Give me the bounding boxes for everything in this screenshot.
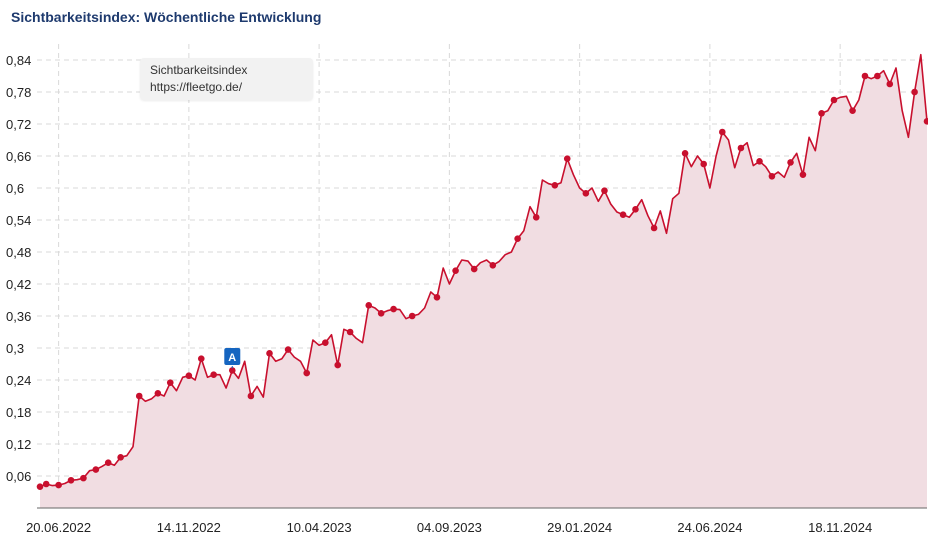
data-point: [818, 110, 825, 117]
y-tick-label: 0,6: [6, 181, 24, 196]
y-tick-label: 0,48: [6, 245, 31, 260]
data-point: [874, 72, 881, 80]
points-layer: [36, 72, 928, 490]
data-point: [346, 328, 354, 336]
data-point: [135, 392, 143, 400]
y-tick-label: 0,66: [6, 149, 31, 164]
data-point: [42, 480, 50, 488]
data-point: [210, 371, 217, 378]
annotation-label: A: [228, 352, 236, 364]
data-point: [185, 372, 193, 380]
data-point: [911, 88, 918, 96]
data-point: [197, 355, 205, 362]
data-point: [619, 211, 627, 218]
data-point: [377, 310, 385, 317]
x-tick-labels: 20.06.2022 14.11.2022 10.04.2023 04.09.2023…: [26, 520, 872, 535]
data-point: [861, 72, 869, 80]
data-point: [719, 128, 726, 136]
data-point: [408, 312, 416, 320]
data-point: [166, 379, 174, 386]
y-tick-label: 0,06: [6, 469, 31, 484]
data-point: [650, 224, 658, 232]
y-tick-label: 0,54: [6, 213, 31, 228]
y-tick-labels: 0,06 0,12 0,18 0,24 0,3 0,36 0,42 0,48 0,54 0,6 0,…: [6, 53, 31, 484]
data-point: [154, 390, 162, 397]
x-tick-label: 04.09.2023: [417, 520, 482, 535]
y-tick-label: 0,84: [6, 53, 31, 68]
y-tick-label: 0,42: [6, 277, 31, 292]
y-tick-label: 0,24: [6, 373, 31, 388]
data-point: [67, 476, 75, 484]
data-point: [489, 262, 497, 269]
data-point: [923, 118, 928, 125]
data-point: [433, 294, 441, 301]
data-point: [303, 369, 311, 377]
tooltip-domain: https://fleetgo.de/: [150, 80, 243, 94]
x-tick-label: 29.01.2024: [547, 520, 612, 535]
data-point: [886, 80, 894, 88]
y-tick-label: 0,12: [6, 437, 31, 452]
data-point: [700, 160, 707, 168]
chart-title: Sichtbarkeitsindex: Wöchentliche Entwick…: [11, 9, 322, 25]
area-layer: [39, 53, 928, 508]
legend-tooltip: Sichtbarkeitsindex https://fleetgo.de/: [140, 58, 313, 100]
annotation-layer: A: [224, 348, 241, 369]
data-point: [266, 350, 273, 357]
data-point: [390, 305, 397, 313]
data-point: [514, 235, 521, 242]
data-point: [756, 158, 763, 165]
data-point: [36, 483, 44, 490]
y-tick-label: 0,3: [6, 341, 24, 356]
data-point: [92, 466, 100, 473]
data-point: [787, 159, 794, 166]
data-point: [104, 459, 112, 466]
data-point: [452, 267, 459, 274]
data-point: [768, 172, 776, 180]
x-tick-label: 10.04.2023: [287, 520, 352, 535]
tooltip-series-name: Sichtbarkeitsindex: [150, 63, 248, 77]
data-point: [322, 339, 329, 346]
data-point: [551, 182, 559, 189]
data-point: [55, 481, 62, 489]
data-point: [117, 454, 124, 461]
x-tick-label: 14.11.2022: [157, 520, 221, 535]
annotation-marker: [224, 348, 241, 365]
data-point: [830, 96, 838, 104]
x-tick-label: 18.11.2024: [808, 520, 872, 535]
data-point: [563, 155, 571, 162]
y-tick-label: 0,78: [6, 85, 31, 100]
data-point: [632, 206, 639, 213]
data-point: [365, 302, 373, 309]
data-point: [582, 190, 590, 197]
data-point: [228, 367, 236, 374]
y-tick-label: 0,18: [6, 405, 31, 420]
data-point: [247, 392, 255, 400]
data-point: [470, 265, 478, 273]
series-area: [40, 54, 927, 508]
data-point: [799, 171, 807, 178]
data-point: [334, 361, 342, 369]
y-tick-label: 0,72: [6, 117, 31, 132]
data-point: [532, 214, 540, 221]
data-point: [849, 107, 856, 114]
x-tick-label: 24.06.2024: [677, 520, 742, 535]
x-tick-label: 20.06.2022: [26, 520, 91, 535]
data-point: [80, 474, 87, 482]
data-point: [284, 346, 292, 353]
y-tick-label: 0,36: [6, 309, 31, 324]
data-point: [601, 187, 608, 194]
data-point: [681, 150, 689, 157]
data-point: [737, 144, 745, 152]
